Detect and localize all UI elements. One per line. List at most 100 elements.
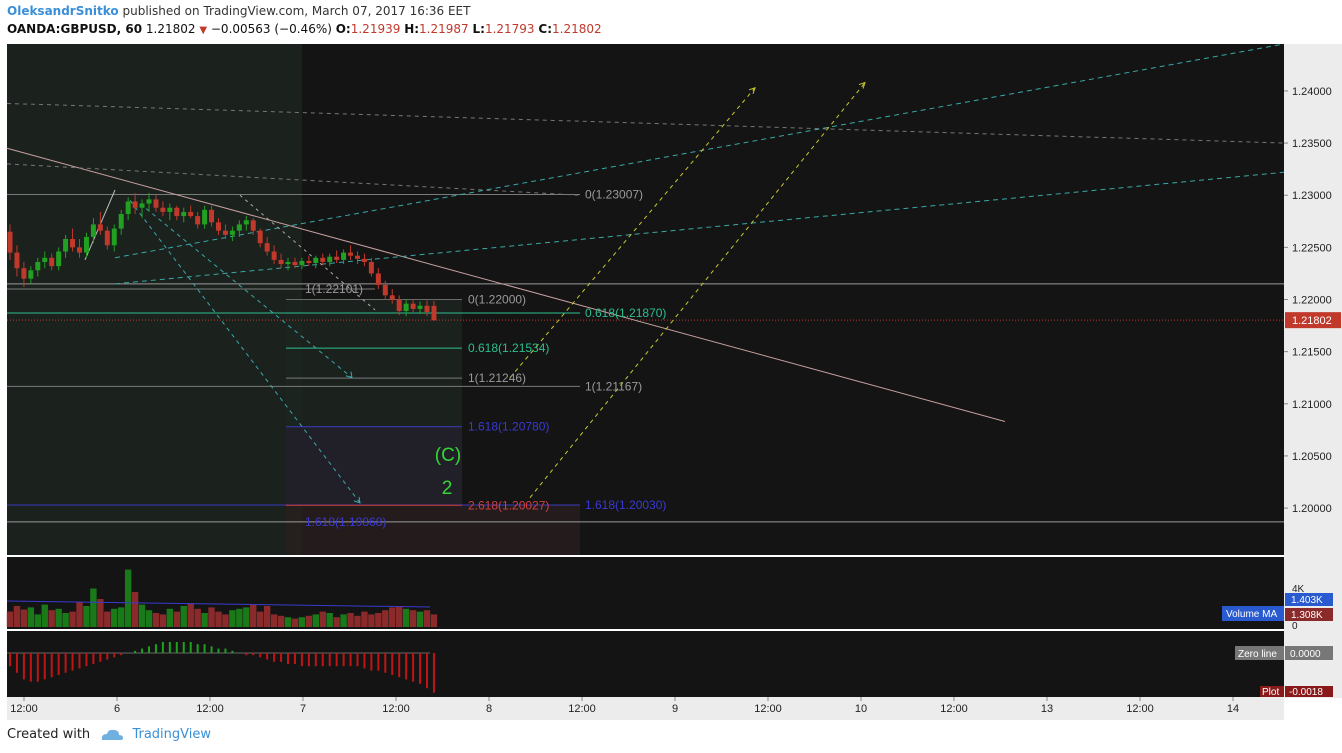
volume-bar: [201, 613, 208, 627]
fib-label: 1.618(1.20780): [468, 420, 549, 434]
candle-body: [21, 268, 27, 279]
created-with-text: Created with: [7, 727, 91, 742]
resistance-line: [6, 102, 1285, 144]
zero-line-name: Zero line: [1238, 649, 1277, 660]
volume-bar: [333, 617, 340, 627]
volume-bar: [208, 607, 215, 627]
tradingview-link[interactable]: TradingView: [132, 727, 211, 742]
oscillator-pane: [7, 631, 1284, 697]
volume-bar: [76, 602, 83, 627]
volume-bar: [389, 607, 396, 627]
volume-value: 1.308K: [1291, 610, 1323, 621]
volume-bar: [270, 614, 278, 627]
candle-body: [181, 211, 187, 217]
high-label: H:: [404, 22, 420, 36]
fib-box-3: [286, 505, 580, 555]
candle-body: [42, 257, 48, 262]
volume-ma-value: 1.403K: [1291, 595, 1323, 606]
wave-label-2: 2: [442, 478, 453, 499]
volume-bar: [124, 569, 132, 627]
arrowhead-icon: [345, 371, 353, 379]
candle-body: [355, 255, 360, 259]
time-tick-label: 12:00: [568, 703, 596, 715]
candle-body: [160, 207, 166, 212]
arrowhead-icon: [748, 87, 756, 94]
candle-body: [56, 251, 62, 267]
candle-body: [285, 261, 291, 265]
volume-bar: [284, 617, 292, 627]
footer: Created with TradingView: [7, 727, 211, 742]
candle-body: [49, 257, 55, 267]
downtrend-line: [6, 147, 1006, 422]
fib-label: 1.618(1.20030): [585, 498, 666, 512]
candle-body: [202, 209, 208, 225]
candle-body: [396, 299, 402, 311]
volume-bar: [229, 610, 236, 627]
fib-label: 1.618(1.19868): [305, 515, 386, 529]
time-tick-label: 10: [855, 703, 867, 715]
time-tick-label: 12:00: [382, 703, 410, 715]
volume-bar: [423, 610, 431, 627]
candle-body: [417, 305, 423, 309]
candle-body: [334, 256, 340, 260]
volume-bar: [111, 608, 118, 627]
volume-bar: [152, 613, 160, 627]
volume-bar: [368, 614, 375, 627]
candle-body: [236, 224, 242, 231]
candle-body: [341, 252, 347, 260]
volume-bar: [382, 610, 389, 627]
price-tick-label: 1.22500: [1292, 242, 1332, 254]
volume-bar: [409, 610, 417, 627]
candle-body: [313, 257, 319, 263]
candle-body: [125, 201, 131, 214]
price-tick-label: 1.22000: [1292, 295, 1332, 307]
candle-body: [209, 209, 215, 223]
time-tick-label: 12:00: [196, 703, 224, 715]
candle-body: [424, 305, 430, 313]
volume-bar: [62, 613, 69, 627]
volume-bar: [69, 611, 76, 627]
fib-label: 0(1.23007): [585, 187, 643, 201]
low-label: L:: [472, 22, 485, 36]
price-tick-label: 1.21500: [1292, 347, 1332, 359]
volume-axis-label: 0: [1292, 621, 1298, 632]
candle-body: [382, 284, 388, 296]
candle-body: [146, 199, 152, 204]
volume-bar: [6, 611, 14, 627]
time-tick-label: 6: [114, 703, 120, 715]
close-value: 1.21802: [552, 22, 602, 36]
price-tick-label: 1.20500: [1292, 451, 1332, 463]
candle-body: [431, 305, 437, 321]
volume-axis-label: 4K: [1292, 584, 1305, 595]
volume-bar: [131, 592, 139, 627]
volume-bar: [145, 610, 153, 627]
time-tick-label: 12:00: [940, 703, 968, 715]
author-name[interactable]: OleksandrSnitko: [7, 4, 119, 18]
volume-bar: [159, 614, 167, 627]
volume-bar: [291, 618, 299, 627]
candle-body: [368, 261, 374, 274]
volume-bar: [13, 606, 21, 627]
volume-bar: [243, 607, 250, 627]
candle-body: [77, 247, 82, 253]
last-price-tag-label: 1.21802: [1292, 315, 1332, 327]
candle-body: [410, 303, 416, 309]
volume-bar: [34, 614, 41, 627]
last-price-tag: [1285, 312, 1341, 329]
candle-body: [299, 260, 305, 266]
wave-label-c: (C): [435, 445, 461, 466]
tradingview-logo-icon: [102, 729, 124, 740]
candle-body: [243, 220, 249, 225]
plot-name: Plot: [1262, 687, 1279, 698]
fib-label: 0.618(1.21534): [468, 341, 549, 355]
last-price: 1.21802: [145, 22, 196, 36]
volume-bar: [250, 604, 257, 627]
wave-arrow-3: [239, 194, 376, 311]
candle-body: [375, 273, 381, 285]
volume-bar: [430, 614, 438, 627]
fib-label: 1(1.22101): [305, 282, 363, 296]
fib-label: 0(1.22000): [468, 293, 526, 307]
candle-body: [229, 230, 235, 235]
volume-bar: [340, 614, 347, 627]
